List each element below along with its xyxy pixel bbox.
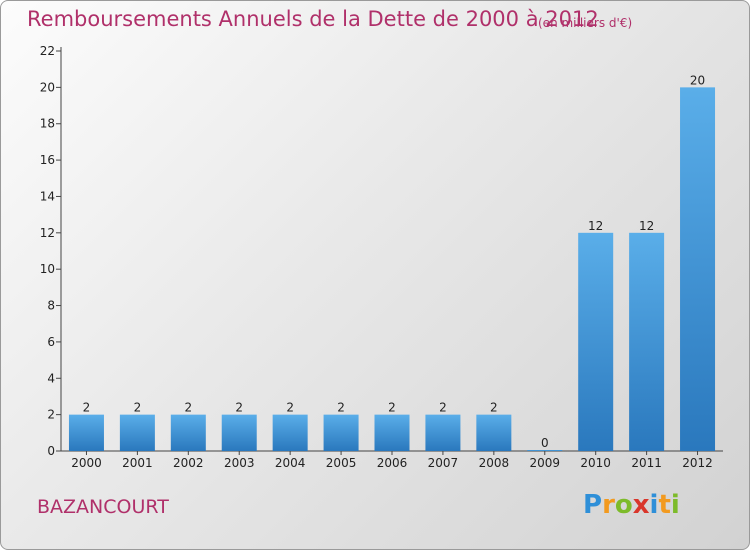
y-tick-label: 14 bbox=[40, 189, 55, 203]
y-tick-label: 18 bbox=[40, 117, 55, 131]
logo-letter: P bbox=[583, 490, 603, 520]
data-label: 12 bbox=[588, 219, 603, 233]
data-label: 2 bbox=[388, 401, 396, 415]
x-tick-label: 2004 bbox=[275, 456, 306, 470]
proxiti-logo: Proxiti bbox=[583, 490, 680, 520]
bar bbox=[629, 232, 665, 451]
bar bbox=[476, 414, 512, 451]
x-tick-label: 2009 bbox=[529, 456, 560, 470]
y-tick-label: 2 bbox=[47, 408, 55, 422]
x-tick-label: 2000 bbox=[71, 456, 102, 470]
bar bbox=[374, 414, 410, 451]
bar bbox=[68, 414, 104, 451]
y-tick-label: 8 bbox=[47, 299, 55, 313]
x-tick-label: 2002 bbox=[173, 456, 204, 470]
x-tick-label: 2001 bbox=[122, 456, 153, 470]
data-label: 2 bbox=[83, 401, 91, 415]
data-label: 0 bbox=[541, 436, 549, 450]
y-tick-label: 12 bbox=[40, 226, 55, 240]
logo-letter: i bbox=[670, 490, 680, 520]
y-tick-label: 10 bbox=[40, 262, 55, 276]
x-tick-label: 2008 bbox=[479, 456, 510, 470]
y-tick-label: 6 bbox=[47, 335, 55, 349]
y-tick-label: 4 bbox=[47, 371, 55, 385]
x-tick-label: 2007 bbox=[428, 456, 459, 470]
data-label: 2 bbox=[184, 401, 192, 415]
data-label: 12 bbox=[639, 219, 654, 233]
logo-letter: o bbox=[614, 490, 633, 520]
x-tick-label: 2006 bbox=[377, 456, 408, 470]
logo-letter: i bbox=[649, 490, 659, 520]
data-label: 2 bbox=[235, 401, 243, 415]
logo-letter: r bbox=[602, 490, 615, 520]
bar bbox=[578, 232, 614, 451]
bar bbox=[119, 414, 155, 451]
logo-letter: x bbox=[632, 490, 650, 520]
x-tick-label: 2010 bbox=[580, 456, 611, 470]
y-tick-label: 16 bbox=[40, 153, 55, 167]
bar bbox=[272, 414, 308, 451]
bar bbox=[221, 414, 257, 451]
logo-letter: t bbox=[658, 490, 671, 520]
bar bbox=[680, 87, 716, 451]
chart-subtitle: (en milliers d'€) bbox=[538, 16, 633, 30]
data-label: 20 bbox=[690, 73, 705, 87]
bar bbox=[425, 414, 461, 451]
bar bbox=[527, 450, 563, 451]
y-tick-label: 0 bbox=[47, 444, 55, 458]
bar bbox=[323, 414, 359, 451]
x-tick-label: 2012 bbox=[682, 456, 713, 470]
data-label: 2 bbox=[337, 401, 345, 415]
data-label: 2 bbox=[490, 401, 498, 415]
bar bbox=[170, 414, 206, 451]
commune-name: BAZANCOURT bbox=[37, 496, 169, 518]
x-tick-label: 2005 bbox=[326, 456, 357, 470]
y-tick-label: 20 bbox=[40, 80, 55, 94]
x-tick-label: 2003 bbox=[224, 456, 255, 470]
data-label: 2 bbox=[439, 401, 447, 415]
data-label: 2 bbox=[134, 401, 142, 415]
x-tick-label: 2011 bbox=[631, 456, 662, 470]
data-label: 2 bbox=[286, 401, 294, 415]
chart-title: Remboursements Annuels de la Dette de 20… bbox=[27, 7, 599, 31]
y-tick-label: 22 bbox=[40, 44, 55, 58]
